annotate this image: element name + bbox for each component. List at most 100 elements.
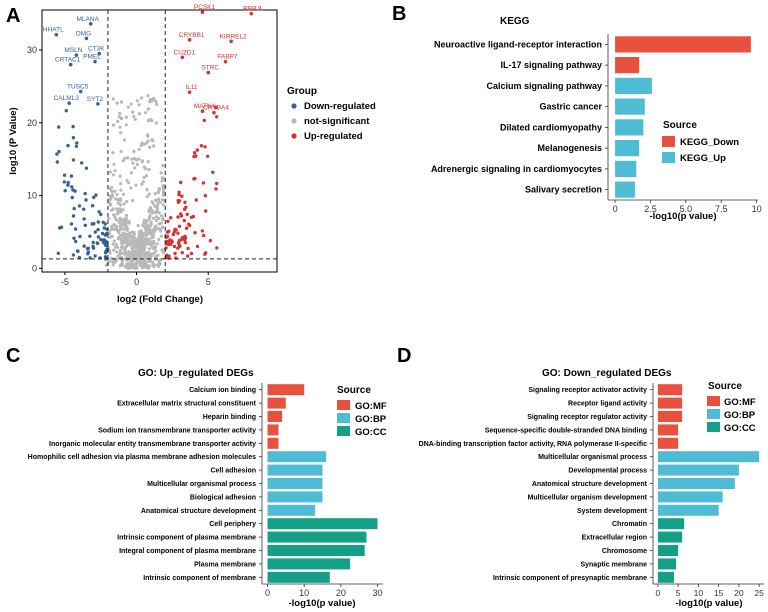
kegg-legend-title: Source (663, 120, 697, 131)
go-down-bar-chart: Signaling receptor activator activity Rec… (419, 383, 764, 598)
down-point (73, 227, 78, 231)
ns-point (108, 235, 112, 239)
ns-point (139, 243, 143, 247)
down-point (63, 189, 67, 193)
ns-point (108, 249, 112, 253)
ns-point (119, 188, 123, 192)
ns-point (135, 250, 139, 254)
bar (615, 119, 644, 136)
ns-point (148, 239, 152, 243)
ns-point (158, 262, 162, 266)
up-point (165, 234, 170, 239)
category-label: Extracellular region (582, 535, 647, 542)
ns-point (118, 111, 122, 116)
bar (267, 531, 367, 543)
x-tick-label: 30 (372, 588, 382, 598)
ns-point (126, 263, 130, 267)
category-label: Adrenergic signaling in cardiomyocytes (431, 164, 602, 174)
panel-letter-b: B (392, 3, 406, 25)
down-point (102, 226, 107, 230)
ns-point (160, 179, 164, 183)
down-point (56, 251, 60, 255)
kegg-bar-chart: Neuroactive ligand-receptor interaction I… (431, 34, 762, 214)
ns-point (125, 240, 129, 245)
bar (657, 451, 760, 463)
category-label: Calcium signaling pathway (486, 81, 602, 91)
ns-point (117, 255, 121, 259)
ns-point (125, 200, 129, 204)
ns-point (145, 195, 149, 199)
down-point (70, 185, 74, 189)
bar (267, 411, 283, 422)
gene-label-up: PCSK1 (194, 4, 216, 11)
category-label: Biological adhesion (190, 494, 256, 501)
y-tick-label: 30 (27, 45, 37, 55)
bar (657, 504, 719, 516)
ns-point (116, 245, 120, 249)
bar (267, 451, 327, 463)
gene-label-down: CRTAC1 (55, 57, 81, 64)
down-point (59, 225, 64, 229)
down-point (82, 207, 86, 211)
kegg-legend: Source KEGG_Down KEGG_Up (662, 120, 739, 164)
ns-point (144, 141, 149, 145)
category-label: Extracellular matrix structural constitu… (117, 401, 257, 408)
ns-point (127, 219, 131, 224)
gene-label-up: CRYBA4 (203, 105, 229, 112)
ns-point (157, 187, 161, 192)
up-point (203, 145, 207, 149)
category-label: Signaling receptor activator activity (528, 387, 647, 394)
ns-point (158, 200, 162, 205)
ns-point (157, 237, 161, 242)
ns-point (123, 257, 127, 261)
category-label: Cell periphery (209, 521, 256, 528)
ns-point (159, 171, 163, 175)
ns-point (130, 252, 134, 256)
ns-point (154, 218, 158, 223)
ns-point (155, 242, 159, 246)
ns-point (123, 252, 127, 256)
up-point (192, 177, 196, 181)
bar (267, 478, 323, 489)
go-up-bar-chart: Calcium ion binding Extracellular matrix … (28, 383, 383, 598)
go-up-legend-title: Source (337, 385, 371, 396)
ns-point (131, 264, 135, 269)
ns-point (160, 198, 164, 202)
ns-point (130, 157, 134, 161)
up-point (177, 224, 182, 228)
ns-point (116, 119, 120, 124)
ns-point (108, 194, 112, 198)
gene-label-down: OMG (76, 30, 92, 37)
volcano-y-axis-label: log10 (P Value) (8, 107, 19, 174)
ns-point (152, 228, 156, 232)
up-point (176, 231, 180, 235)
panel-letter-c: C (6, 345, 20, 367)
ns-point (148, 206, 152, 210)
volcano-axis-ticks: -5 0 5 0 10 20 30 (27, 45, 211, 287)
ns-point (137, 103, 141, 107)
up-point (178, 238, 182, 242)
ns-point (140, 96, 144, 100)
down-point (71, 124, 75, 129)
down-point (91, 240, 95, 245)
ns-point (147, 118, 151, 122)
ns-point (144, 167, 148, 171)
y-tick-label: 20 (27, 118, 37, 128)
category-label: Receptor ligand activity (568, 401, 647, 408)
up-point (179, 180, 183, 185)
ns-point (111, 151, 115, 155)
ns-point (118, 174, 122, 178)
ns-point (129, 102, 133, 106)
ns-point (131, 258, 135, 262)
ns-point (152, 230, 156, 234)
ns-point (152, 264, 157, 268)
bar (657, 491, 723, 503)
bar (615, 181, 635, 198)
go-down-legend-title: Source (708, 381, 742, 392)
ns-point (144, 174, 148, 178)
down-point (57, 149, 61, 154)
down-point (99, 237, 103, 242)
up-point-labeled (187, 90, 192, 95)
ns-point (142, 232, 146, 236)
up-point (203, 194, 208, 198)
